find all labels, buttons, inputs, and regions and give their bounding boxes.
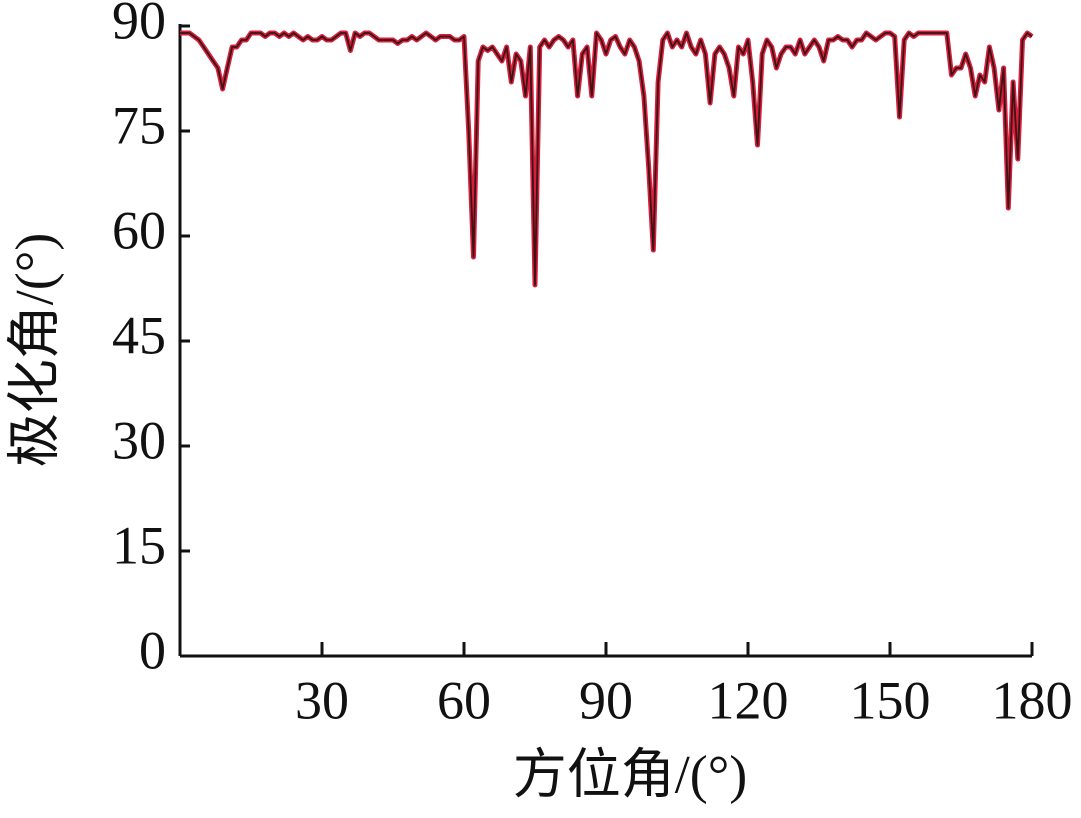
y-tick-label: 0 xyxy=(139,620,166,680)
y-tick-label: 15 xyxy=(112,515,166,575)
y-tick-label: 30 xyxy=(112,410,166,470)
x-tick-label: 60 xyxy=(437,670,491,730)
y-tick-label: 90 xyxy=(112,0,166,50)
x-tick-label: 150 xyxy=(850,670,931,730)
x-tick-label: 120 xyxy=(708,670,789,730)
series-line xyxy=(180,30,1034,288)
y-tick-label: 60 xyxy=(112,200,166,260)
series-line-edge xyxy=(180,32,1033,286)
y-axis-label: 极化角/(°) xyxy=(4,233,64,468)
x-axis-label: 方位角/(°) xyxy=(513,744,748,804)
x-tick-label: 180 xyxy=(992,670,1073,730)
y-tick-label: 45 xyxy=(112,305,166,365)
y-tick-label: 75 xyxy=(112,95,166,155)
x-tick-label: 30 xyxy=(295,670,349,730)
x-tick-label: 90 xyxy=(579,670,633,730)
